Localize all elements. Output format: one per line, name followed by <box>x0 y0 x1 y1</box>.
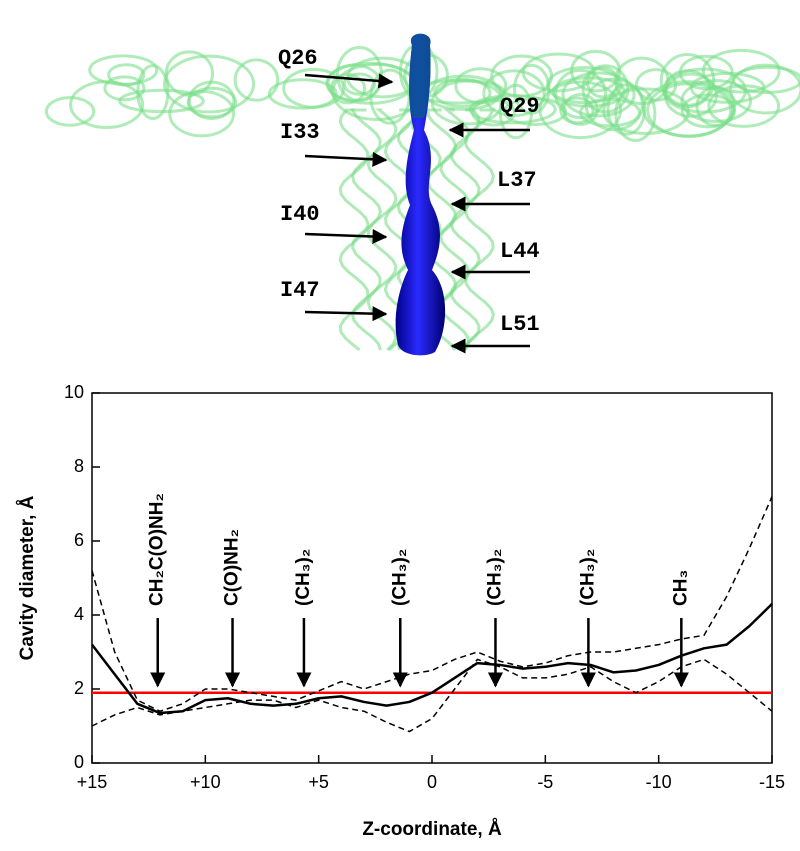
y-tick-label: 6 <box>74 530 84 550</box>
residue-arrow <box>304 306 388 322</box>
loop <box>44 96 96 127</box>
loop <box>69 80 145 129</box>
loop <box>707 84 781 128</box>
loop <box>490 54 554 98</box>
residue-label: L37 <box>497 168 537 193</box>
residue-label: I40 <box>280 202 320 227</box>
y-tick-label: 2 <box>74 678 84 698</box>
residue-arrow <box>304 151 388 167</box>
series-line <box>91 496 773 712</box>
residue-label: L51 <box>500 312 540 337</box>
x-tick-label: +15 <box>77 772 108 792</box>
helix <box>366 108 398 352</box>
residue-arrow <box>304 73 394 89</box>
channel <box>395 33 446 356</box>
molecule-render: Q26 Q29 I33 L37 I40 L44 I47 L51 <box>44 33 800 356</box>
loop <box>329 73 367 105</box>
loop <box>233 58 280 102</box>
loop <box>430 79 504 126</box>
loop <box>512 63 551 115</box>
loop <box>267 78 338 110</box>
annotation-label: (CH₃)₂ <box>484 549 505 606</box>
series-line <box>91 658 773 733</box>
x-tick-label: +10 <box>190 772 221 792</box>
loop <box>103 75 146 102</box>
residue-arrow <box>304 229 388 244</box>
x-tick-label: 0 <box>427 772 437 792</box>
series-line <box>91 603 773 715</box>
x-tick-label: +5 <box>308 772 329 792</box>
annotation-label: (CH₃)₂ <box>577 549 598 606</box>
loop <box>554 68 607 120</box>
residue-label: I47 <box>280 278 320 303</box>
y-tick-label: 8 <box>74 456 84 476</box>
loop <box>559 96 595 125</box>
loop <box>162 54 256 114</box>
loop <box>107 63 146 87</box>
y-tick-label: 0 <box>74 752 84 772</box>
residue-label: L44 <box>500 239 540 264</box>
loop <box>282 67 346 109</box>
annotation-label: CH₃ <box>670 570 691 606</box>
loop <box>701 48 781 94</box>
loop <box>570 49 622 93</box>
x-tick-label: -15 <box>759 772 785 792</box>
loop <box>584 77 644 132</box>
channel-top <box>409 33 431 118</box>
loop <box>538 80 623 140</box>
loop <box>88 54 159 86</box>
residue-label: Q29 <box>500 94 540 119</box>
loop <box>561 71 636 118</box>
x-tick-label: -10 <box>646 772 672 792</box>
residue-label: I33 <box>280 120 320 145</box>
y-tick-label: 4 <box>74 604 84 624</box>
y-axis-label: Cavity diameter, Å <box>17 495 38 660</box>
helix <box>463 108 496 351</box>
annotation-label: (CH₃)₂ <box>389 549 410 606</box>
annotation-label: CH₂C(O)NH₂ <box>147 493 168 606</box>
helix <box>350 108 383 351</box>
loop <box>164 50 215 97</box>
y-tick-label: 10 <box>64 382 84 402</box>
chart: Z-coordinate, Å Cavity diameter, Å 0 2 4 6 8… <box>17 382 785 840</box>
annotation-label: C(O)NH₂ <box>222 529 243 606</box>
residue-label: Q26 <box>278 46 318 71</box>
x-tick-label: -5 <box>537 772 553 792</box>
loop <box>729 63 800 115</box>
loop <box>602 87 690 135</box>
loop <box>118 88 205 114</box>
helix <box>449 108 481 352</box>
x-axis-label: Z-coordinate, Å <box>362 819 502 840</box>
annotation-label: (CH₃)₂ <box>293 549 314 606</box>
